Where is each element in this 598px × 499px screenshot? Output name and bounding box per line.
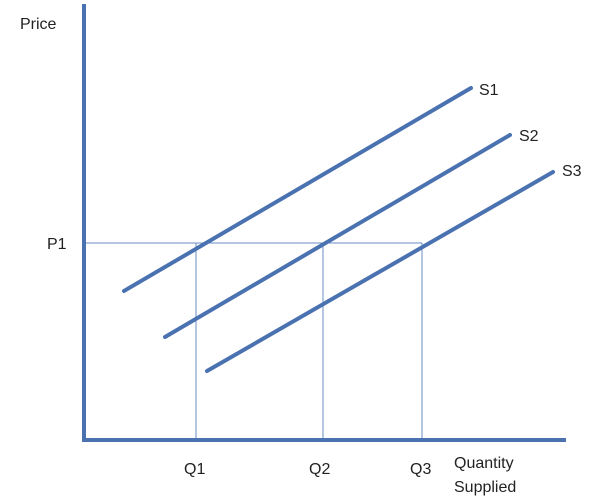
- supply-label-s1: S1: [479, 82, 499, 99]
- quantity-label-q2: Q2: [309, 461, 330, 478]
- x-axis-label-line1: Quantity: [454, 455, 514, 472]
- supply-label-s3: S3: [562, 163, 582, 180]
- supply-curve-s2: [163, 133, 512, 339]
- supply-curves: [122, 86, 555, 373]
- supply-curve-s1: [122, 86, 473, 293]
- price-label-p1: P1: [47, 236, 67, 253]
- supply-label-s2: S2: [519, 128, 539, 145]
- x-axis-label-line2: Supplied: [454, 479, 516, 496]
- quantity-label-q3: Q3: [410, 461, 431, 478]
- y-axis-label: Price: [20, 16, 57, 33]
- quantity-label-q1: Q1: [184, 461, 205, 478]
- labels: Price P1 S1 S2 S3 Q1 Q2 Q3 Quantity Supp…: [20, 16, 582, 496]
- guide-lines: [84, 242, 423, 440]
- axes: [82, 4, 566, 442]
- supply-curve-s3: [205, 170, 555, 373]
